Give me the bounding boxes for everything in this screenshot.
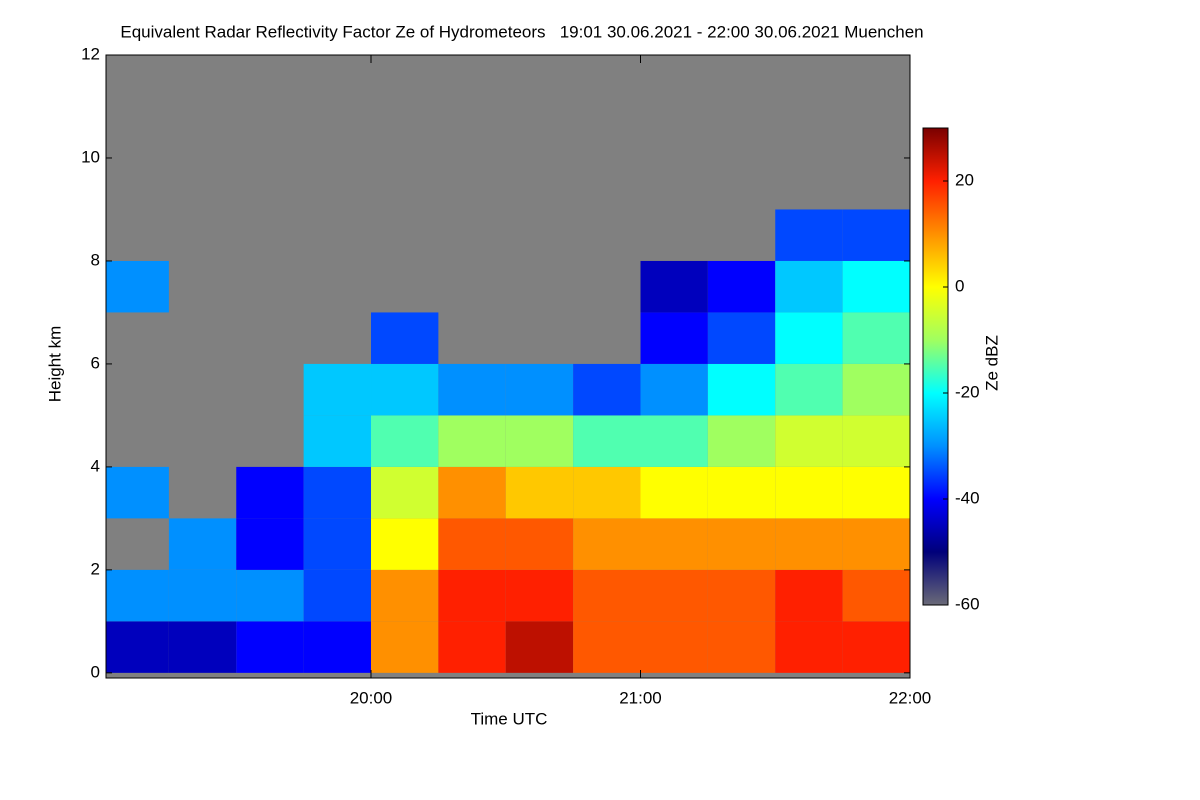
heatmap-cell <box>438 415 506 467</box>
heatmap-cell <box>842 260 910 313</box>
heatmap-cell <box>505 518 574 570</box>
heatmap-cell <box>775 312 843 364</box>
colorbar-tick-label: 20 <box>955 170 974 189</box>
heatmap-cell <box>842 363 910 416</box>
heatmap-cell <box>573 415 641 467</box>
heatmap-cell <box>842 466 910 519</box>
heatmap-cell <box>371 621 439 673</box>
heatmap-cell <box>168 518 237 570</box>
plot-frame <box>105 54 911 679</box>
heatmap-cell <box>640 569 708 622</box>
heatmap-cell <box>573 518 641 570</box>
heatmap-cell <box>707 518 776 570</box>
y-tick-label: 4 <box>91 456 100 475</box>
heatmap-cell <box>236 518 304 570</box>
heatmap-cell <box>106 260 169 313</box>
heatmap-cell <box>505 466 574 519</box>
heatmap-cell <box>303 621 372 673</box>
colorbar-label: Ze dBZ <box>982 335 1001 391</box>
heatmap-cell <box>640 621 708 673</box>
heatmap-cell <box>371 466 439 519</box>
heatmap-cell <box>640 363 708 416</box>
heatmap-cell <box>303 518 372 570</box>
heatmap-cell <box>640 415 708 467</box>
heatmap-cell <box>106 569 169 622</box>
heatmap-cell <box>775 518 843 570</box>
y-tick-label: 2 <box>91 559 100 578</box>
heatmap-cell <box>371 363 439 416</box>
heatmap-cell <box>775 363 843 416</box>
heatmap-cell <box>775 209 843 261</box>
heatmap-cell <box>707 312 776 364</box>
heatmap-cell <box>573 363 641 416</box>
heatmap-cell <box>707 466 776 519</box>
heatmap-cell <box>640 518 708 570</box>
heatmap-cell <box>842 415 910 467</box>
heatmap-cell <box>106 466 169 519</box>
heatmap-cell <box>505 415 574 467</box>
heatmap-cell <box>775 621 843 673</box>
heatmap-cell <box>573 466 641 519</box>
heatmap-cell <box>842 209 910 261</box>
y-tick-label: 0 <box>91 662 100 681</box>
heatmap-cell <box>573 621 641 673</box>
heatmap-cell <box>438 621 506 673</box>
heatmap-cell <box>640 312 708 364</box>
heatmap-cell <box>707 260 776 313</box>
colorbar-tick-label: -20 <box>955 382 980 401</box>
heatmap-cell <box>236 569 304 622</box>
colorbar-tick-label: 0 <box>955 276 964 295</box>
heatmap-cell <box>775 415 843 467</box>
heatmap-cell <box>438 466 506 519</box>
heatmap-cell <box>505 569 574 622</box>
heatmap-cell <box>640 466 708 519</box>
heatmap-cell <box>371 569 439 622</box>
y-axis-label: Height km <box>45 326 64 403</box>
x-axis-label: Time UTC <box>471 709 548 728</box>
heatmap-cell <box>371 415 439 467</box>
colorbar-tick-label: -60 <box>955 594 980 613</box>
heatmap-cell <box>303 363 372 416</box>
heatmap-cell <box>303 569 372 622</box>
x-tick-label: 22:00 <box>889 688 932 707</box>
heatmap-cell <box>707 363 776 416</box>
heatmap-cell <box>707 569 776 622</box>
heatmap-cell <box>505 363 574 416</box>
chart-title: Equivalent Radar Reflectivity Factor Ze … <box>120 22 923 41</box>
x-tick-label: 21:00 <box>619 688 662 707</box>
y-tick-label: 6 <box>91 353 100 372</box>
heatmap-cell <box>106 621 169 673</box>
heatmap-cell <box>505 621 574 673</box>
heatmap-cell <box>438 518 506 570</box>
heatmap-cell <box>236 621 304 673</box>
heatmap-cell <box>842 518 910 570</box>
heatmap-cell <box>236 466 304 519</box>
heatmap-cell <box>303 415 372 467</box>
heatmap-cell <box>640 260 708 313</box>
heatmap-cell <box>168 569 237 622</box>
y-tick-label: 12 <box>81 44 100 63</box>
y-tick-label: 8 <box>91 250 100 269</box>
x-tick-label: 20:00 <box>350 688 393 707</box>
heatmap-cell <box>573 569 641 622</box>
heatmap-cell <box>842 312 910 364</box>
heatmap-cell <box>842 621 910 673</box>
heatmap-cell <box>371 518 439 570</box>
colorbar-tick-label: -40 <box>955 488 980 507</box>
heatmap-cell <box>707 415 776 467</box>
heatmap-cell <box>168 621 237 673</box>
heatmap-cell <box>775 466 843 519</box>
heatmap-cell <box>438 569 506 622</box>
heatmap-cell <box>842 569 910 622</box>
heatmap-cell <box>438 363 506 416</box>
heatmap-cell <box>303 466 372 519</box>
heatmap-cell <box>707 621 776 673</box>
colorbar <box>922 127 949 606</box>
heatmap-cell <box>775 260 843 313</box>
heatmap-cell <box>371 312 439 364</box>
heatmap-cell <box>775 569 843 622</box>
y-tick-label: 10 <box>81 147 100 166</box>
